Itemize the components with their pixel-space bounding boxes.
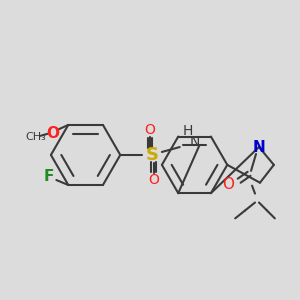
Text: S: S [146,146,158,164]
Text: H: H [182,124,193,138]
Text: O: O [46,126,59,141]
Text: N: N [253,140,266,154]
Text: O: O [148,173,159,187]
Text: N: N [189,135,200,149]
Text: O: O [145,123,155,137]
Text: O: O [222,177,234,192]
Text: F: F [43,169,54,184]
Text: CH₃: CH₃ [25,132,46,142]
